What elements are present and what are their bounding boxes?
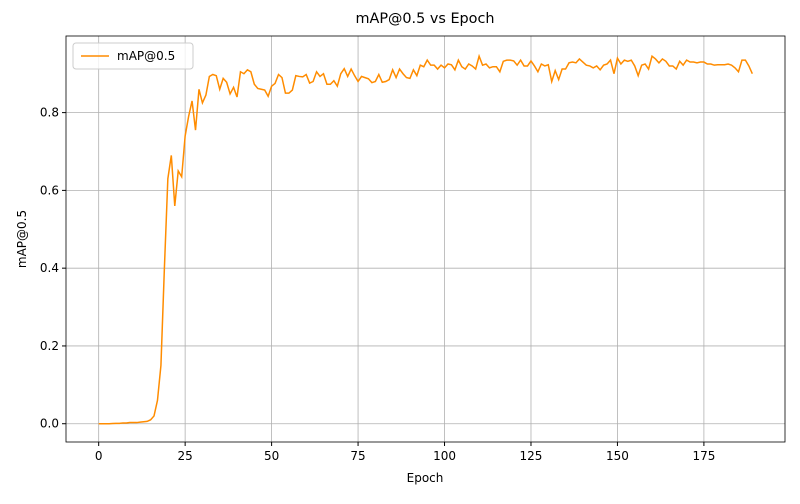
- x-tick-label: 175: [692, 449, 715, 463]
- x-axis-label: Epoch: [407, 471, 444, 485]
- y-tick-label: 0.8: [40, 106, 59, 120]
- y-tick-label: 0.2: [40, 339, 59, 353]
- x-tick-label: 125: [520, 449, 543, 463]
- y-tick-label: 0.0: [40, 417, 59, 431]
- y-tick-label: 0.4: [40, 261, 59, 275]
- x-tick-label: 150: [606, 449, 629, 463]
- x-tick-label: 75: [350, 449, 365, 463]
- x-tick-label: 100: [433, 449, 456, 463]
- x-tick-label: 50: [264, 449, 279, 463]
- legend-box: [72, 42, 194, 70]
- x-tick-label: 0: [95, 449, 103, 463]
- y-axis-label: mAP@0.5: [15, 210, 29, 268]
- x-tick-label: 25: [178, 449, 193, 463]
- chart-title: mAP@0.5 vs Epoch: [355, 11, 494, 27]
- y-tick-label: 0.6: [40, 183, 59, 197]
- plot-frame: [65, 35, 786, 443]
- legend-label: mAP@0.5: [117, 49, 175, 63]
- line-series: [98, 53, 754, 425]
